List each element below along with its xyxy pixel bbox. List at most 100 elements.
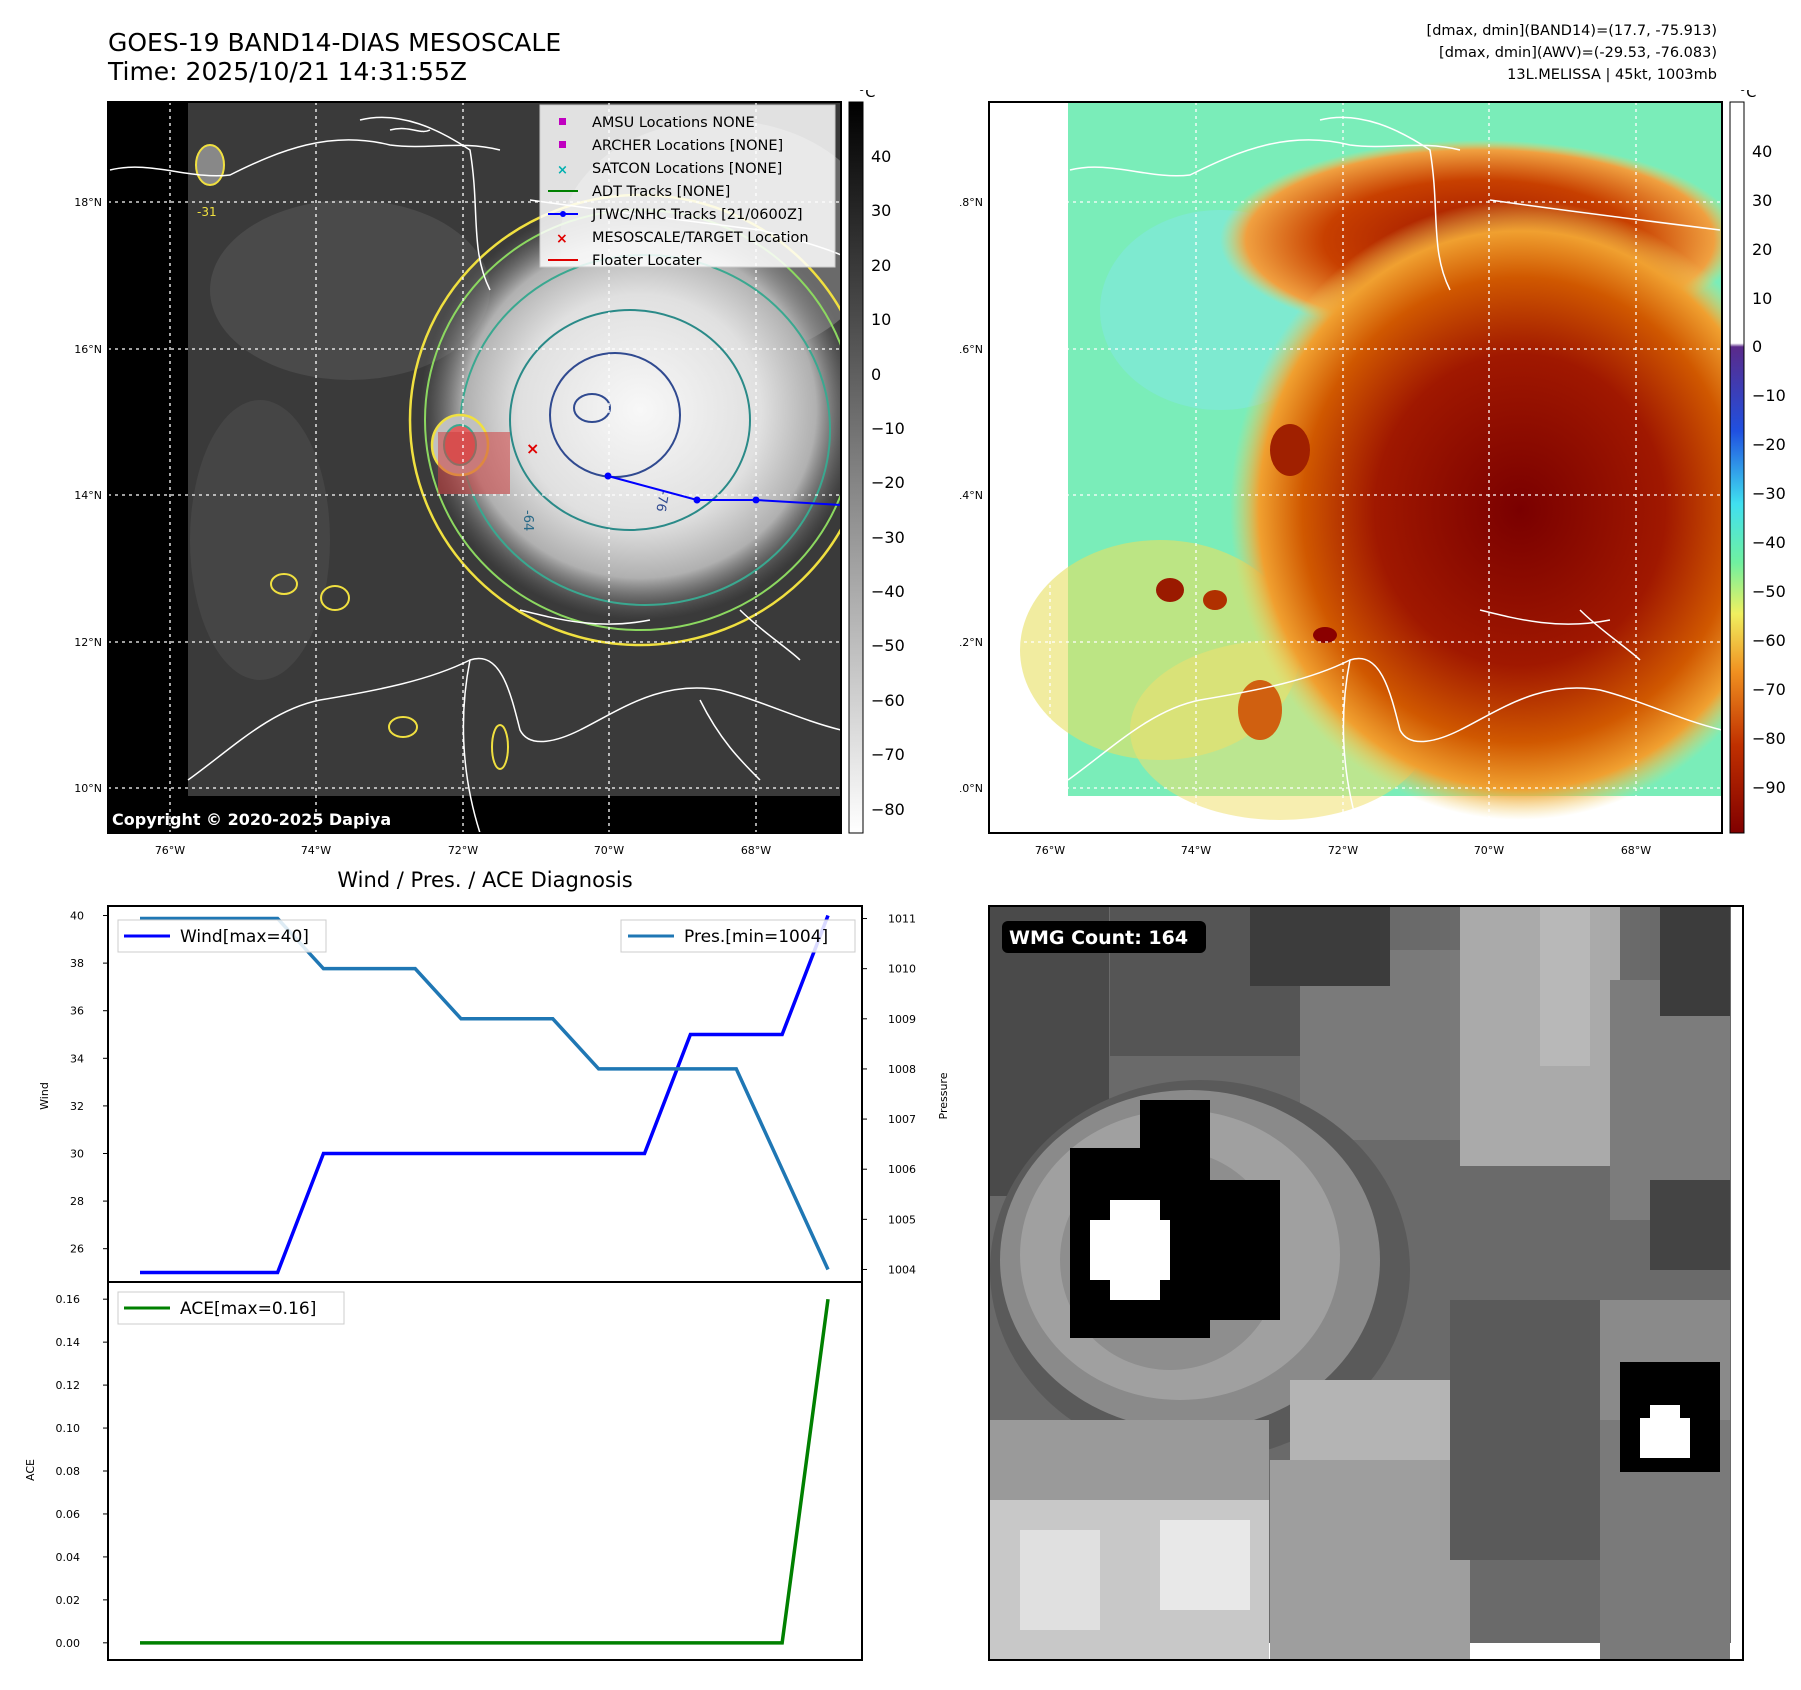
wind-tick-label: 36	[70, 1005, 84, 1018]
ace-tick-label: 0.14	[56, 1336, 81, 1349]
colorbar-tick: 10	[1752, 289, 1772, 308]
lat-label: 14°N	[74, 489, 102, 502]
wind-tick-label: 34	[70, 1052, 84, 1065]
colorbar-tick: 20	[871, 256, 891, 275]
colorbar-tick: −20	[1752, 435, 1786, 454]
lon-label: 76°W	[1035, 844, 1065, 857]
pressure-tick-label: 1011	[888, 913, 916, 926]
pressure-tick-label: 1008	[888, 1063, 916, 1076]
copyright: Copyright © 2020-2025 Dapiya	[112, 810, 391, 829]
legend-archer: ARCHER Locations [NONE]	[592, 138, 783, 154]
wmg-count-badge	[1002, 921, 1206, 953]
map-legend	[539, 104, 836, 268]
lon-label: 72°W	[448, 844, 478, 857]
colorbar-tick: −80	[1752, 729, 1786, 748]
ace-tick-label: 0.12	[56, 1379, 81, 1392]
ace-tick-label: 0.04	[56, 1551, 81, 1564]
colorbar-tick: −10	[871, 419, 905, 438]
colorbar-tick: −20	[871, 473, 905, 492]
wind-tick-label: 28	[70, 1195, 84, 1208]
lon-label: 76°W	[155, 844, 185, 857]
jtwc-legend-dot	[560, 211, 566, 217]
colorbar-tick: 30	[1752, 191, 1772, 210]
diagnosis-title: Wind / Pres. / ACE Diagnosis	[337, 868, 632, 892]
awv-stats: [dmax, dmin](AWV)=(-29.53, -76.083)	[1439, 45, 1717, 61]
colorbar-tick: −40	[871, 582, 905, 601]
pressure-tick-label: 1010	[888, 963, 916, 976]
ir-map-frame	[107, 101, 842, 834]
colorbar-tick: 20	[1752, 240, 1772, 259]
wmg-panel: WMG Count: 164	[988, 905, 1744, 1661]
pressure-tick-label: 1006	[888, 1163, 916, 1176]
colorbar-jet	[1729, 101, 1745, 834]
contour-label-minus64: -64	[520, 510, 535, 531]
colorbar-tick: −40	[1752, 533, 1786, 552]
colorbar-tick: 0	[1752, 337, 1762, 356]
ir-map-panel: -31 -64 -76	[74, 90, 905, 857]
colorbar-tick: 10	[871, 310, 891, 329]
awv-map-frame	[988, 101, 1723, 834]
legend-target: MESOSCALE/TARGET Location	[592, 230, 809, 246]
awv-coastlines	[1067, 116, 1722, 833]
lat-label: 10°N	[74, 782, 102, 795]
colorbar-tick: 40	[871, 147, 891, 166]
lon-label: 72°W	[1328, 844, 1358, 857]
lon-label: 68°W	[741, 844, 771, 857]
colorbar-tick: −70	[1752, 680, 1786, 699]
lon-label: 74°W	[301, 844, 331, 857]
pressure-axis-label: Pressure	[937, 1072, 950, 1119]
legend-floater: Floater Locater	[592, 253, 701, 269]
colorbar-tick: −70	[871, 745, 905, 764]
pressure-tick-label: 1004	[888, 1263, 916, 1276]
wind-tick-label: 26	[70, 1243, 84, 1256]
ace-tick-label: 0.00	[56, 1637, 81, 1650]
legend-amsu: AMSU Locations NONE	[592, 115, 755, 131]
colorbar-tick: −50	[871, 636, 905, 655]
ace-tick-label: 0.02	[56, 1594, 81, 1607]
wind-legend-label: Wind[max=40]	[180, 927, 309, 947]
wmg-count-label: WMG Count: 164	[1009, 927, 1188, 949]
legend-adt: ADT Tracks [NONE]	[592, 184, 730, 200]
colorbar-tick: −60	[1752, 631, 1786, 650]
lat-label: 10°N	[960, 782, 983, 795]
track-point	[604, 472, 612, 480]
colorbar-tick: 0	[871, 365, 881, 384]
colorbar-tick: −30	[1752, 484, 1786, 503]
lon-label: 70°W	[594, 844, 624, 857]
colorbar-tick: −90	[1752, 778, 1786, 797]
archer-legend-marker	[559, 141, 566, 148]
lon-label: 70°W	[1474, 844, 1504, 857]
awv-gridlines	[989, 102, 1722, 833]
wind-axis-label: Wind	[38, 1082, 51, 1110]
pressure-tick-label: 1009	[888, 1013, 916, 1026]
pressure-series-line	[140, 916, 830, 1271]
awv-cold-core	[1230, 200, 1722, 820]
wind-tick-label: 40	[70, 910, 84, 923]
colorbar-tick: 30	[871, 201, 891, 220]
storm-info: 13L.MELISSA | 45kt, 1003mb	[1507, 67, 1717, 83]
colorbar-tick: 40	[1752, 142, 1772, 161]
track-point	[752, 496, 760, 504]
lat-label: 12°N	[74, 636, 102, 649]
floater-locator-box	[438, 432, 510, 494]
nhc-track-line	[607, 475, 841, 506]
lat-label: 18°N	[960, 196, 983, 209]
lon-label: 74°W	[1181, 844, 1211, 857]
colorbar-unit: °C	[858, 90, 875, 101]
wind-series-line	[140, 914, 830, 1275]
wmg-frame	[988, 905, 1744, 1661]
contour-label-minus31: -31	[197, 205, 217, 219]
lat-label: 16°N	[74, 343, 102, 356]
lat-label: 14°N	[960, 489, 983, 502]
track-point	[693, 496, 701, 504]
satcon-legend-marker: ×	[557, 163, 568, 178]
awv-map-panel: 18°N 16°N 14°N 12°N 10°N 76°W 74°W 72°W …	[960, 90, 1786, 857]
band14-stats: [dmax, dmin](BAND14)=(17.7, -75.913)	[1426, 23, 1717, 39]
ace-series-line	[140, 1298, 830, 1645]
ace-legend-label: ACE[max=0.16]	[180, 1299, 316, 1319]
wind-tick-label: 30	[70, 1147, 84, 1160]
wind-tick-label: 38	[70, 957, 84, 970]
pressure-tick-label: 1007	[888, 1113, 916, 1126]
colorbar-tick: −50	[1752, 582, 1786, 601]
pressure-tick-label: 1005	[888, 1213, 916, 1226]
